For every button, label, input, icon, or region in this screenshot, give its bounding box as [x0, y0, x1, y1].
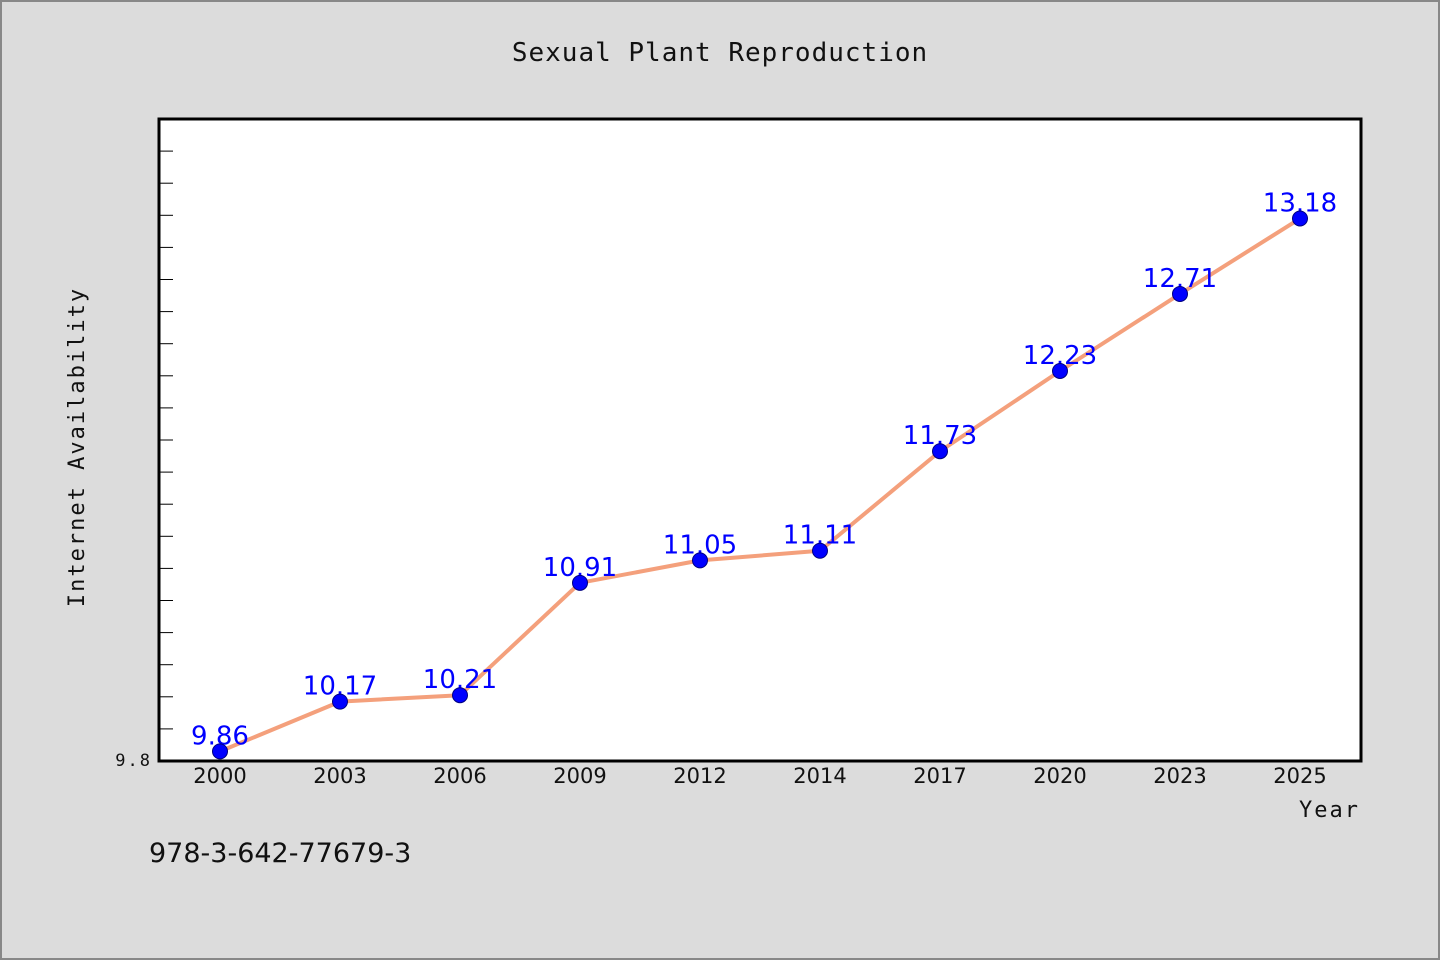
data-point-marker	[1172, 285, 1188, 302]
data-point-marker	[212, 743, 228, 760]
data-point-marker	[932, 443, 948, 460]
y-axis-minor-ticks	[159, 150, 173, 730]
x-tick-label: 2006	[433, 764, 486, 788]
x-tick-label: 2017	[913, 764, 966, 788]
x-tick-label: 2000	[193, 764, 246, 788]
x-tick-label: 2003	[313, 764, 366, 788]
data-point-marker	[572, 574, 588, 591]
x-axis-label: Year	[1299, 798, 1360, 823]
x-tick-label: 2025	[1273, 764, 1326, 788]
x-tick-label: 2023	[1153, 764, 1206, 788]
x-tick-label: 2009	[553, 764, 606, 788]
data-point-marker	[812, 542, 828, 559]
y-tick-label: 9.8	[115, 751, 152, 771]
data-point-marker	[692, 552, 708, 569]
x-tick-label: 2012	[673, 764, 726, 788]
data-point-marker	[332, 693, 348, 710]
y-axis-label: Internet Availability	[65, 287, 90, 607]
chart-title: Sexual Plant Reproduction	[512, 38, 928, 68]
series-line	[219, 216, 1302, 754]
x-axis-tick-labels: 2000 2003 2006 2009 2012 2014 2017 2020 2023 2025	[193, 764, 1326, 788]
data-point-marker	[1292, 210, 1308, 227]
data-point-marker	[452, 687, 468, 704]
x-tick-label: 2020	[1033, 764, 1086, 788]
plot-area	[157, 117, 1363, 763]
footer-isbn: 978-3-642-77679-3	[149, 838, 411, 869]
data-point-marker	[1052, 362, 1068, 379]
x-tick-label: 2014	[793, 764, 846, 788]
